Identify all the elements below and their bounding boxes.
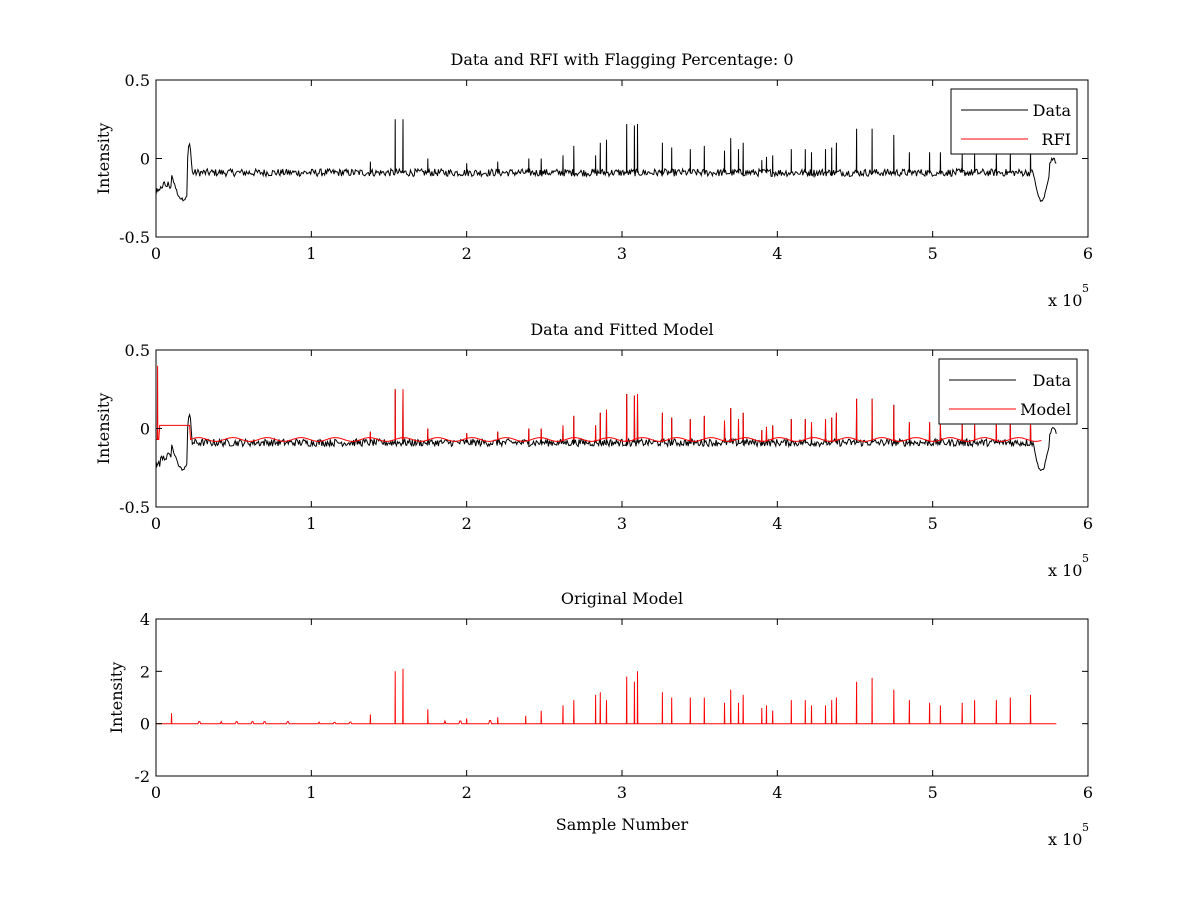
axes-box (155, 618, 1089, 777)
x-tick-label: 2 (462, 514, 472, 533)
x-tick-label: 6 (1083, 514, 1093, 533)
x-exponent-base: x 10 (1048, 561, 1082, 580)
y-tick-label: -2 (134, 767, 150, 786)
x-tick-label: 0 (151, 783, 161, 802)
x-tick-label: 3 (617, 244, 627, 263)
x-axis-label: Sample Number (556, 815, 689, 834)
x-exponent-base: x 10 (1048, 291, 1082, 310)
series-line-data (156, 119, 1057, 203)
x-tick-label: 5 (928, 514, 938, 533)
x-exponent-power: 5 (1082, 821, 1089, 834)
y-tick-label: 2 (140, 662, 150, 681)
axes-box (155, 349, 1089, 508)
y-tick-label: -0.5 (119, 228, 150, 247)
x-tick-label: 6 (1083, 244, 1093, 263)
y-tick-label: 0.5 (125, 341, 150, 360)
series-line-original-model (156, 668, 1057, 725)
y-tick-label: 0 (140, 420, 150, 439)
plot-area (156, 365, 1057, 472)
x-tick-label: 4 (772, 244, 782, 263)
y-tick-label: 0 (140, 715, 150, 734)
series-line-model (156, 365, 1042, 442)
x-tick-label: 4 (772, 783, 782, 802)
y-tick-label: -0.5 (119, 498, 150, 517)
panel-title: Data and Fitted Model (530, 320, 713, 339)
x-tick-label: 3 (617, 514, 627, 533)
axes-box (155, 79, 1089, 238)
x-tick-label: 6 (1083, 783, 1093, 802)
x-tick-label: 2 (462, 244, 472, 263)
y-axis-label: Intensity (94, 123, 113, 195)
legend-label-model: Model (1020, 400, 1071, 419)
legend: Data Model (938, 358, 1078, 425)
y-axis-label: Intensity (94, 393, 113, 465)
x-exponent-base: x 10 (1048, 830, 1082, 849)
x-exponent-power: 5 (1082, 282, 1089, 295)
x-tick-label: 5 (928, 783, 938, 802)
y-tick-label: 4 (140, 610, 150, 629)
panel-title: Original Model (561, 589, 683, 608)
x-tick-label: 3 (617, 783, 627, 802)
legend-label-data: Data (1033, 371, 1072, 390)
x-tick-label: 0 (151, 244, 161, 263)
x-tick-label: 2 (462, 783, 472, 802)
x-tick-label: 5 (928, 244, 938, 263)
plot-area (156, 119, 1057, 203)
x-tick-label: 1 (306, 244, 316, 263)
x-exponent-power: 5 (1082, 552, 1089, 565)
x-tick-label: 1 (306, 514, 316, 533)
legend-label-rfi: RFI (1042, 130, 1071, 149)
legend: Data RFI (950, 88, 1078, 155)
y-axis-label: Intensity (107, 662, 126, 734)
x-tick-label: 4 (772, 514, 782, 533)
x-tick-label: 0 (151, 514, 161, 533)
legend-label-data: Data (1033, 101, 1072, 120)
panel-title: Data and RFI with Flagging Percentage: 0 (450, 50, 793, 69)
legend-box (938, 358, 1078, 425)
y-tick-label: 0.5 (125, 71, 150, 90)
x-tick-label: 1 (306, 783, 316, 802)
plot-area (156, 668, 1057, 725)
legend-box (950, 88, 1078, 155)
series-line-data (156, 389, 1057, 472)
y-tick-label: 0 (140, 150, 150, 169)
